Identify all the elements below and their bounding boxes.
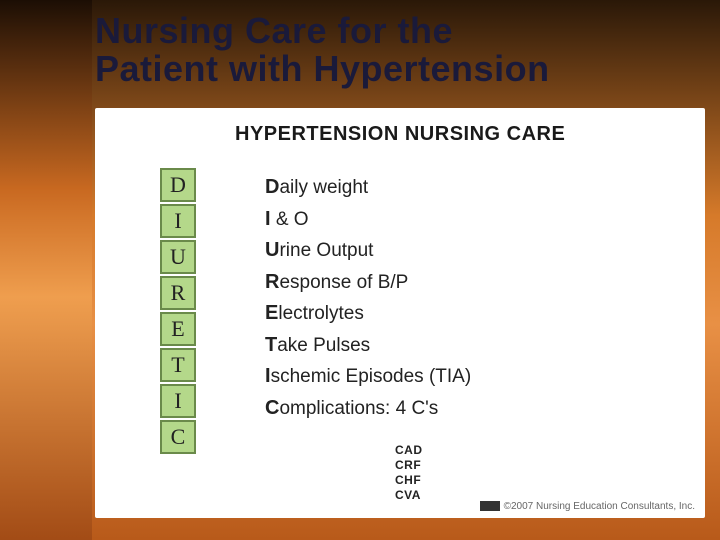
detail-line: I & O	[265, 208, 471, 231]
detail-line: Take Pulses	[265, 334, 471, 357]
detail-line: Urine Output	[265, 239, 471, 262]
detail-line: Response of B/P	[265, 271, 471, 294]
mnemonic-letter: D	[160, 168, 196, 202]
sidebar-gradient	[0, 0, 92, 540]
detail-line: Electrolytes	[265, 302, 471, 325]
mnemonic-letter: C	[160, 420, 196, 454]
mnemonic-letter: I	[160, 204, 196, 238]
slide-title: Nursing Care for the Patient with Hypert…	[95, 12, 695, 88]
mnemonic-letter: T	[160, 348, 196, 382]
mnemonic-letter: U	[160, 240, 196, 274]
mnemonic-letter: E	[160, 312, 196, 346]
content-card: HYPERTENSION NURSING CARE D I U R E T I …	[95, 108, 705, 518]
card-subtitle: HYPERTENSION NURSING CARE	[235, 123, 565, 146]
complication-item: CAD	[395, 443, 423, 457]
complications-list: CAD CRF CHF CVA	[395, 443, 423, 502]
title-line-2: Patient with Hypertension	[95, 50, 695, 88]
complication-item: CRF	[395, 458, 423, 472]
details-column: Daily weight I & O Urine Output Response…	[265, 176, 471, 420]
complication-item: CVA	[395, 488, 423, 502]
complication-item: CHF	[395, 473, 423, 487]
detail-line: Ischemic Episodes (TIA)	[265, 365, 471, 388]
title-line-1: Nursing Care for the	[95, 12, 695, 50]
mnemonic-column: D I U R E T I C	[160, 168, 196, 456]
mnemonic-letter: R	[160, 276, 196, 310]
detail-line: Daily weight	[265, 176, 471, 199]
copyright-text: ©2007 Nursing Education Consultants, Inc…	[480, 501, 695, 512]
mnemonic-letter: I	[160, 384, 196, 418]
copyright-logo-icon	[480, 501, 500, 511]
detail-line: Complications: 4 C's	[265, 397, 471, 420]
